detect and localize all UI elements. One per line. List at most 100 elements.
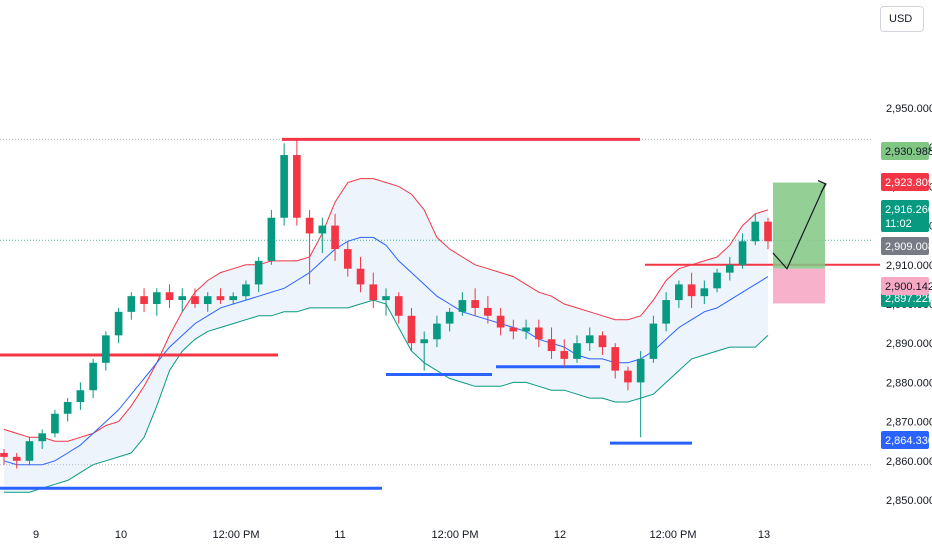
entry-badge-label: 2,909.008 <box>885 241 932 253</box>
candle-body <box>471 300 479 308</box>
candle <box>89 358 97 399</box>
candle <box>547 327 556 359</box>
candle <box>76 382 85 410</box>
candle-body <box>140 296 148 304</box>
candle-body <box>267 217 276 261</box>
candle <box>725 256 734 281</box>
candle-body <box>751 221 760 242</box>
candle <box>229 292 238 304</box>
lower-band-badge-label: 2,897.229 <box>885 293 932 305</box>
y-tick-label: 2,880.000 <box>886 377 932 389</box>
candle-body <box>433 323 441 340</box>
loss-zone <box>773 268 825 304</box>
candle <box>649 315 658 363</box>
candle-body <box>114 311 123 336</box>
high-badge-label: 2,923.809 <box>885 177 932 189</box>
candle-body <box>369 284 378 301</box>
candle-body <box>534 327 543 340</box>
candle-body <box>547 339 556 352</box>
candle-body <box>420 339 429 344</box>
candle-body <box>318 225 327 234</box>
candle-body <box>687 284 696 297</box>
candle <box>216 288 225 304</box>
candle <box>318 217 327 254</box>
entry-badge-bg <box>881 237 929 255</box>
target-badge: 2,930.988 <box>881 142 932 160</box>
candle <box>12 452 21 469</box>
candle-body <box>12 456 21 461</box>
candle-body <box>191 296 199 304</box>
x-tick-label: 12:00 PM <box>649 529 696 541</box>
candle-body <box>738 241 747 265</box>
candle <box>738 233 747 269</box>
candle <box>764 217 772 250</box>
candle-body <box>63 402 72 414</box>
candle <box>445 307 454 332</box>
candle <box>407 307 416 352</box>
candle <box>611 343 620 379</box>
upper-band-line <box>3 178 769 442</box>
candle <box>305 209 314 285</box>
candle-body <box>445 311 454 324</box>
candle <box>267 209 276 265</box>
candle <box>242 280 250 301</box>
candle <box>369 272 378 308</box>
candle-body <box>203 296 212 304</box>
candle <box>598 331 607 355</box>
candle-body <box>229 296 238 301</box>
arrow-head <box>817 179 827 193</box>
candle <box>624 366 632 391</box>
profit-zone <box>773 182 825 269</box>
x-tick-label: 10 <box>115 529 127 541</box>
candle-body <box>356 268 365 285</box>
y-tick-label: 2,870.000 <box>886 417 932 429</box>
stop-badge: 2,900.142 <box>881 277 932 295</box>
candle <box>165 284 174 308</box>
candle-body <box>178 296 187 301</box>
candle <box>560 339 569 367</box>
band-fill <box>4 178 768 493</box>
candle-body <box>242 284 250 297</box>
candle <box>420 331 429 371</box>
candle <box>751 213 760 246</box>
candle-body <box>713 272 721 289</box>
candle <box>25 437 34 465</box>
candle <box>178 288 187 312</box>
candle <box>38 429 47 450</box>
candle-body <box>89 362 97 391</box>
candle <box>331 213 339 261</box>
candle-body <box>662 300 670 324</box>
candle <box>254 256 263 293</box>
candle-body <box>407 315 416 344</box>
last-price-badge-bg <box>881 200 929 232</box>
candle-body <box>382 296 390 301</box>
candle <box>687 272 696 308</box>
y-tick-label: 2,860.000 <box>886 456 932 468</box>
candle <box>140 288 148 312</box>
candle <box>534 319 543 348</box>
candle <box>675 280 683 308</box>
candle-body <box>293 155 301 218</box>
candle-body <box>458 300 467 312</box>
candle-body <box>216 296 225 301</box>
candle <box>191 288 199 308</box>
candle-body <box>649 323 658 359</box>
candle-body <box>331 225 339 250</box>
candle <box>713 268 721 293</box>
entry-badge: 2,909.008 <box>881 237 932 255</box>
candle-body <box>127 296 136 312</box>
last-price-badge-label: 2,916.260 <box>885 204 932 216</box>
candle <box>343 241 352 277</box>
candle <box>102 331 110 371</box>
currency-button[interactable]: USD <box>880 6 924 32</box>
candle-body <box>496 315 505 328</box>
candle-body <box>343 249 352 269</box>
high-badge: 2,923.809 <box>881 173 932 191</box>
y-tick-label: 2,910.000 <box>886 260 932 272</box>
high-badge-bg <box>881 173 929 191</box>
x-tick-label: 12 <box>554 529 566 541</box>
low-badge-label: 2,864.330 <box>885 435 932 447</box>
candle <box>293 139 301 226</box>
candle-body <box>165 292 174 301</box>
